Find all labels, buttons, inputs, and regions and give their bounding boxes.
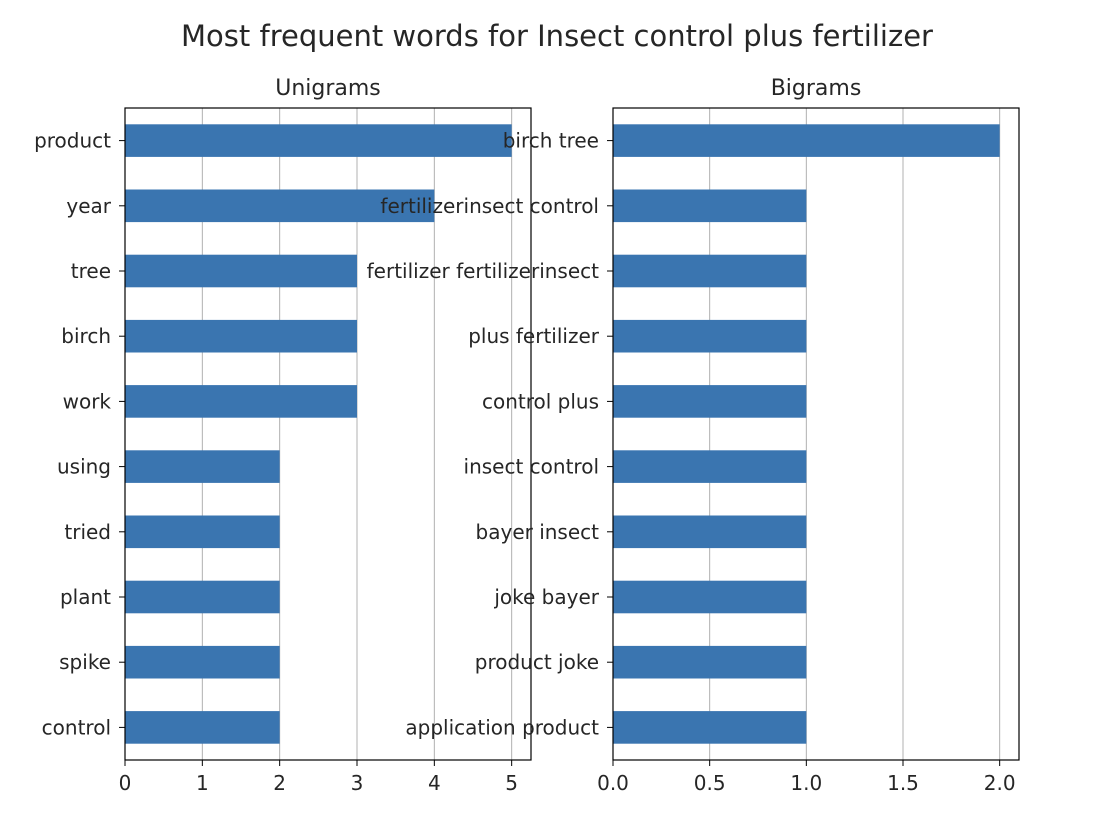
unigram-category-label: tried	[64, 520, 111, 544]
unigram-category-label: tree	[71, 259, 111, 283]
unigram-bar	[125, 711, 280, 744]
unigram-bar	[125, 645, 280, 679]
bigram-x-tick-label: 0.5	[694, 771, 726, 795]
unigrams-panel: 0 1 2 3 4 5 product year tree birch work using tried…	[34, 76, 532, 795]
unigram-category-label: control	[42, 715, 111, 739]
bigram-category-label: fertilizerinsect control	[380, 194, 599, 218]
unigram-x-tick-label: 1	[196, 771, 209, 795]
unigram-axes-frame	[124, 107, 532, 761]
bigram-category-label: application product	[405, 715, 599, 739]
unigram-bar	[125, 124, 512, 157]
bigram-bar	[613, 580, 807, 614]
unigram-category-label: product	[34, 129, 111, 153]
unigram-panel-title: Unigrams	[275, 76, 381, 101]
bigram-panel-title: Bigrams	[771, 76, 862, 101]
bigram-bar	[613, 385, 807, 418]
bigram-bar	[613, 189, 807, 223]
unigram-bar	[125, 450, 280, 483]
bigram-axes-frame	[612, 107, 1020, 761]
bigram-category-label: control plus	[482, 389, 599, 413]
unigram-x-tick-label: 3	[351, 771, 364, 795]
unigram-category-label: using	[57, 455, 111, 479]
bigram-x-tick-label: 2.0	[984, 771, 1016, 795]
unigram-x-tick-label: 5	[505, 771, 518, 795]
figure-title: Most frequent words for Insect control p…	[181, 19, 933, 53]
bigram-category-label: insect control	[464, 455, 599, 479]
bigram-bar	[613, 450, 807, 483]
bigram-category-label: fertilizer fertilizerinsect	[367, 259, 600, 283]
bigram-bar	[613, 711, 807, 744]
bigram-category-label: joke bayer	[493, 585, 599, 609]
bigram-category-label: bayer insect	[476, 520, 600, 544]
unigram-bar	[125, 254, 357, 288]
unigram-category-label: year	[66, 194, 111, 218]
bigram-x-tick-label: 1.5	[887, 771, 919, 795]
bigram-x-tick-label: 1.0	[790, 771, 822, 795]
bigrams-panel: 0.0 0.5 1.0 1.5 2.0 birch tree fertilizerinsec…	[367, 76, 1020, 795]
bigram-category-label: birch tree	[503, 129, 599, 153]
bigram-bar	[613, 254, 807, 288]
bigram-category-label: product joke	[475, 650, 599, 674]
bigram-bar	[613, 645, 807, 679]
unigram-x-tick-label: 0	[119, 771, 132, 795]
unigram-bar	[125, 319, 357, 353]
bigram-bar	[613, 319, 807, 353]
unigram-bar	[125, 385, 357, 418]
unigram-category-label: plant	[60, 585, 111, 609]
unigram-bar	[125, 515, 280, 549]
bigram-bar	[613, 515, 807, 549]
unigram-bar	[125, 580, 280, 614]
unigram-x-tick-label: 2	[273, 771, 286, 795]
unigram-category-label: birch	[61, 324, 111, 348]
bigram-x-tick-label: 0.0	[597, 771, 629, 795]
unigram-bar	[125, 189, 435, 223]
unigram-category-label: work	[63, 389, 112, 413]
bigram-category-label: plus fertilizer	[468, 324, 600, 348]
bigram-bar	[613, 124, 1000, 157]
unigram-category-label: spike	[59, 650, 111, 674]
unigram-x-tick-label: 4	[428, 771, 441, 795]
